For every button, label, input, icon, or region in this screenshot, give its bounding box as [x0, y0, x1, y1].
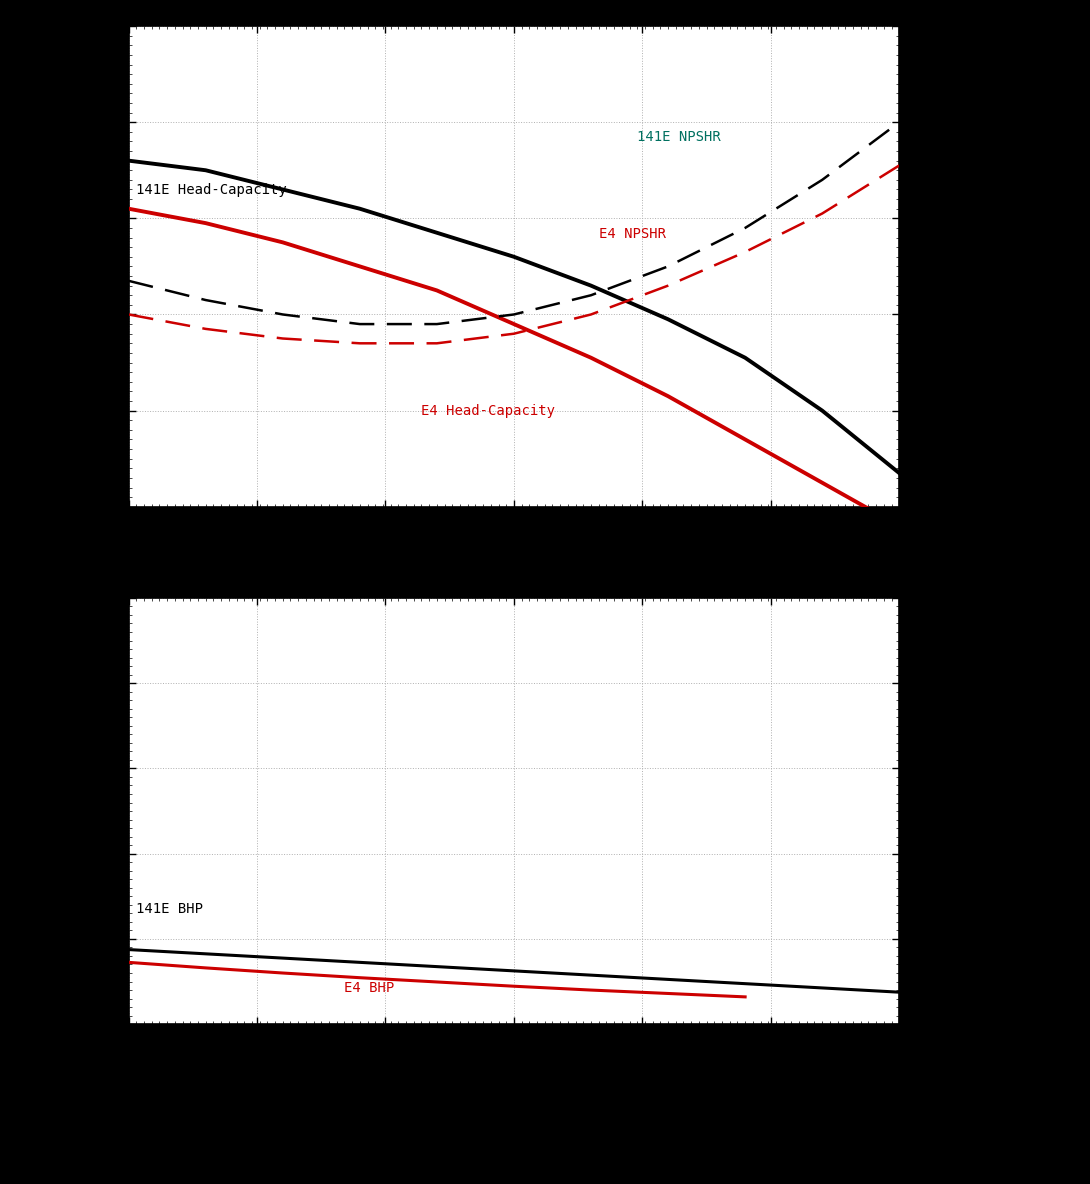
Text: 141E BHP: 141E BHP [136, 902, 204, 916]
Text: E4 NPSHR: E4 NPSHR [598, 226, 666, 240]
Text: 141E Head-Capacity: 141E Head-Capacity [136, 184, 287, 198]
Text: 141E NPSHR: 141E NPSHR [638, 130, 720, 144]
Text: E4 Head-Capacity: E4 Head-Capacity [422, 405, 556, 418]
Text: E4 BHP: E4 BHP [344, 982, 395, 996]
